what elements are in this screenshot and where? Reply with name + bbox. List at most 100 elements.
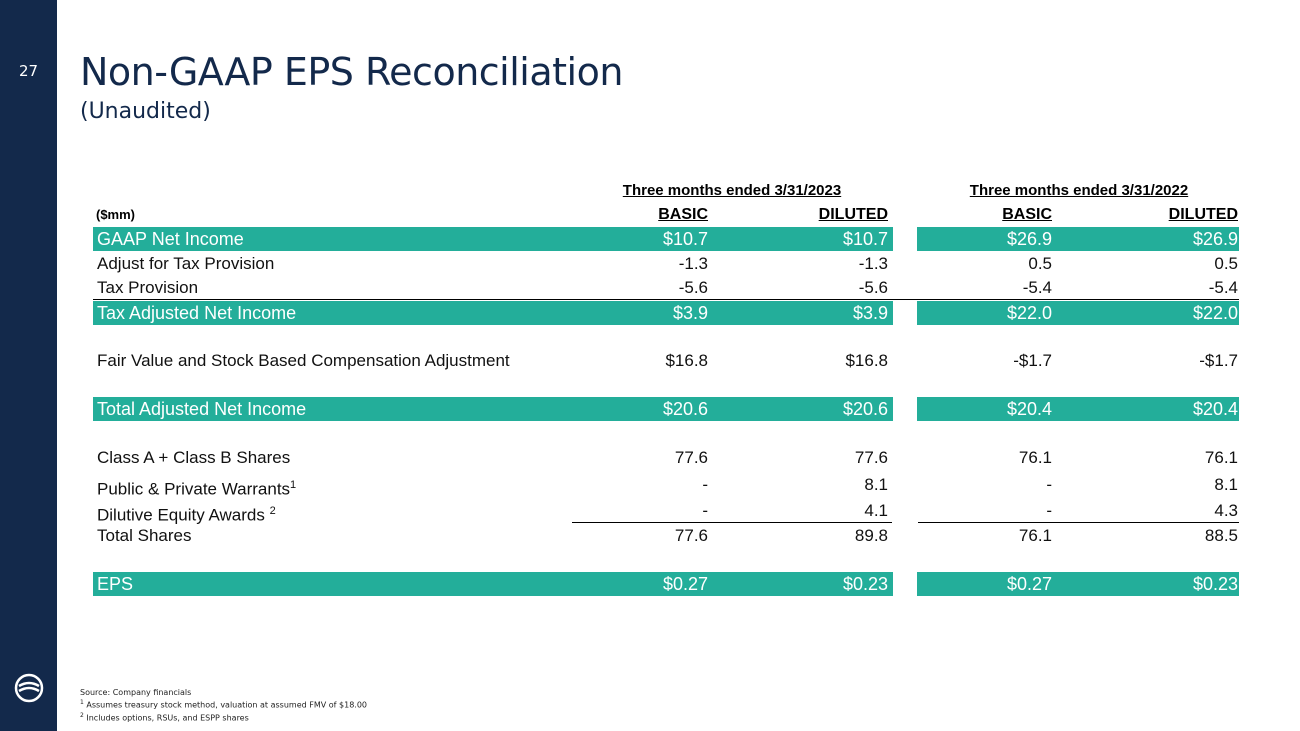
table-row-warrants: Public & Private Warrants1 - 8.1 - 8.1 xyxy=(0,473,1300,499)
cell-basic-2022: $26.9 xyxy=(1006,229,1052,249)
footnote-text: Includes options, RSUs, and ESPP shares xyxy=(86,713,249,723)
cell-diluted-2022: $0.23 xyxy=(1192,574,1238,594)
cell-diluted-2022: 88.5 xyxy=(1204,526,1238,545)
cell-diluted-2023: -1.3 xyxy=(858,254,888,273)
cell-diluted-2023: $10.7 xyxy=(842,229,888,249)
row-label-text: Dilutive Equity Awards xyxy=(97,505,270,525)
column-header-basic-2022: BASIC xyxy=(1002,206,1052,223)
row-label: GAAP Net Income xyxy=(97,229,244,249)
footnote-marker: 2 xyxy=(80,711,84,719)
cell-basic-2023: - xyxy=(702,501,708,520)
highlight-bar xyxy=(93,227,893,251)
cell-basic-2023: $10.7 xyxy=(662,229,708,249)
highlight-bar xyxy=(917,572,1239,596)
row-label: Total Adjusted Net Income xyxy=(97,399,307,419)
row-label-text: Public & Private Warrants xyxy=(97,479,291,499)
column-header-basic-2023: BASIC xyxy=(658,206,708,223)
cell-diluted-2023: 4.1 xyxy=(864,501,888,520)
page-title: Non-GAAP EPS Reconciliation xyxy=(80,50,623,94)
table-rule xyxy=(918,522,1239,523)
row-label: EPS xyxy=(97,574,134,594)
row-label: Tax Adjusted Net Income xyxy=(97,303,297,323)
row-label: Adjust for Tax Provision xyxy=(97,254,275,273)
cell-diluted-2022: 4.3 xyxy=(1214,501,1238,520)
row-label: Total Shares xyxy=(97,526,192,545)
highlight-bar xyxy=(93,397,893,421)
footnote-marker: 1 xyxy=(290,479,297,491)
table-row-eps: EPS $0.27 $0.23 $0.27 $0.23 xyxy=(0,572,1300,596)
row-label: Dilutive Equity Awards 2 xyxy=(97,499,276,528)
cell-diluted-2022: -$1.7 xyxy=(1199,351,1238,370)
cell-basic-2022: 76.1 xyxy=(1018,448,1052,467)
page-subtitle: (Unaudited) xyxy=(80,99,211,124)
footnote-1: 1 Assumes treasury stock method, valuati… xyxy=(80,698,367,711)
column-header-diluted-2023: DILUTED xyxy=(818,206,888,223)
table-row-tax-adjusted-net-income: Tax Adjusted Net Income $3.9 $3.9 $22.0 … xyxy=(0,301,1300,325)
row-label: Fair Value and Stock Based Compensation … xyxy=(97,351,510,370)
sidebar xyxy=(0,0,57,731)
row-label: Class A + Class B Shares xyxy=(97,448,291,467)
cell-basic-2022: -5.4 xyxy=(1022,278,1052,297)
footnotes: Source: Company financials 1 Assumes tre… xyxy=(80,688,367,723)
cell-basic-2023: $16.8 xyxy=(665,351,708,370)
cell-diluted-2023: -5.6 xyxy=(858,278,888,297)
highlight-bar xyxy=(917,301,1239,325)
footnote-marker: 1 xyxy=(80,699,84,706)
cell-basic-2023: -5.6 xyxy=(678,278,708,297)
cell-basic-2023: $20.6 xyxy=(662,399,708,419)
period-header-2023: Three months ended 3/31/2023 xyxy=(622,182,842,199)
cell-basic-2022: 0.5 xyxy=(1028,254,1052,273)
table-row-fair-value-adjustment: Fair Value and Stock Based Compensation … xyxy=(0,349,1300,373)
highlight-bar xyxy=(93,301,893,325)
cell-diluted-2022: 0.5 xyxy=(1214,254,1238,273)
cell-basic-2023: 77.6 xyxy=(674,526,708,545)
table-rule xyxy=(572,522,892,523)
cell-diluted-2023: $3.9 xyxy=(852,303,888,323)
footnote-marker: 2 xyxy=(269,505,276,517)
cell-diluted-2022: $26.9 xyxy=(1192,229,1238,249)
highlight-bar xyxy=(93,572,893,596)
table-row-total-adjusted-net-income: Total Adjusted Net Income $20.6 $20.6 $2… xyxy=(0,397,1300,421)
footnote-2: 2 Includes options, RSUs, and ESPP share… xyxy=(80,711,367,724)
table-row-tax-provision: Tax Provision -5.6 -5.6 -5.4 -5.4 xyxy=(0,276,1300,300)
table-row-total-shares: Total Shares 77.6 89.8 76.1 88.5 xyxy=(0,524,1300,548)
cell-basic-2022: 76.1 xyxy=(1018,526,1052,545)
company-logo-icon xyxy=(14,673,44,703)
table-row-gaap-net-income: GAAP Net Income $10.7 $10.7 $26.9 $26.9 xyxy=(0,227,1300,251)
cell-basic-2022: $22.0 xyxy=(1006,303,1052,323)
cell-diluted-2023: 89.8 xyxy=(854,526,888,545)
cell-diluted-2023: $0.23 xyxy=(842,574,888,594)
cell-basic-2022: - xyxy=(1046,475,1052,494)
cell-diluted-2023: $16.8 xyxy=(845,351,888,370)
highlight-bar xyxy=(917,397,1239,421)
cell-diluted-2023: $20.6 xyxy=(842,399,888,419)
table-rule xyxy=(93,299,1239,300)
cell-diluted-2022: $22.0 xyxy=(1192,303,1238,323)
cell-basic-2023: - xyxy=(702,475,708,494)
cell-diluted-2022: 8.1 xyxy=(1214,475,1238,494)
table-row-dilutive-equity-awards: Dilutive Equity Awards 2 - 4.1 - 4.3 xyxy=(0,499,1300,525)
cell-diluted-2022: -5.4 xyxy=(1208,278,1238,297)
page-number: 27 xyxy=(18,62,39,80)
cell-diluted-2022: $20.4 xyxy=(1192,399,1238,419)
cell-basic-2023: $0.27 xyxy=(662,574,708,594)
cell-basic-2022: -$1.7 xyxy=(1013,351,1052,370)
column-header-diluted-2022: DILUTED xyxy=(1168,206,1238,223)
table-row-class-shares: Class A + Class B Shares 77.6 77.6 76.1 … xyxy=(0,446,1300,470)
cell-diluted-2022: 76.1 xyxy=(1204,448,1238,467)
table-row-adjust-tax-provision: Adjust for Tax Provision -1.3 -1.3 0.5 0… xyxy=(0,252,1300,276)
cell-basic-2022: $20.4 xyxy=(1006,399,1052,419)
unit-label: ($mm) xyxy=(96,207,136,222)
footnote-text: Assumes treasury stock method, valuation… xyxy=(86,700,368,710)
cell-basic-2022: $0.27 xyxy=(1006,574,1052,594)
highlight-bar xyxy=(917,227,1239,251)
row-label: Tax Provision xyxy=(97,278,199,297)
cell-basic-2022: - xyxy=(1046,501,1052,520)
cell-diluted-2023: 8.1 xyxy=(864,475,888,494)
period-header-2022: Three months ended 3/31/2022 xyxy=(969,182,1189,199)
cell-basic-2023: $3.9 xyxy=(672,303,708,323)
cell-diluted-2023: 77.6 xyxy=(854,448,888,467)
cell-basic-2023: -1.3 xyxy=(678,254,708,273)
footnote-source: Source: Company financials xyxy=(80,688,192,697)
row-label: Public & Private Warrants1 xyxy=(97,473,296,502)
